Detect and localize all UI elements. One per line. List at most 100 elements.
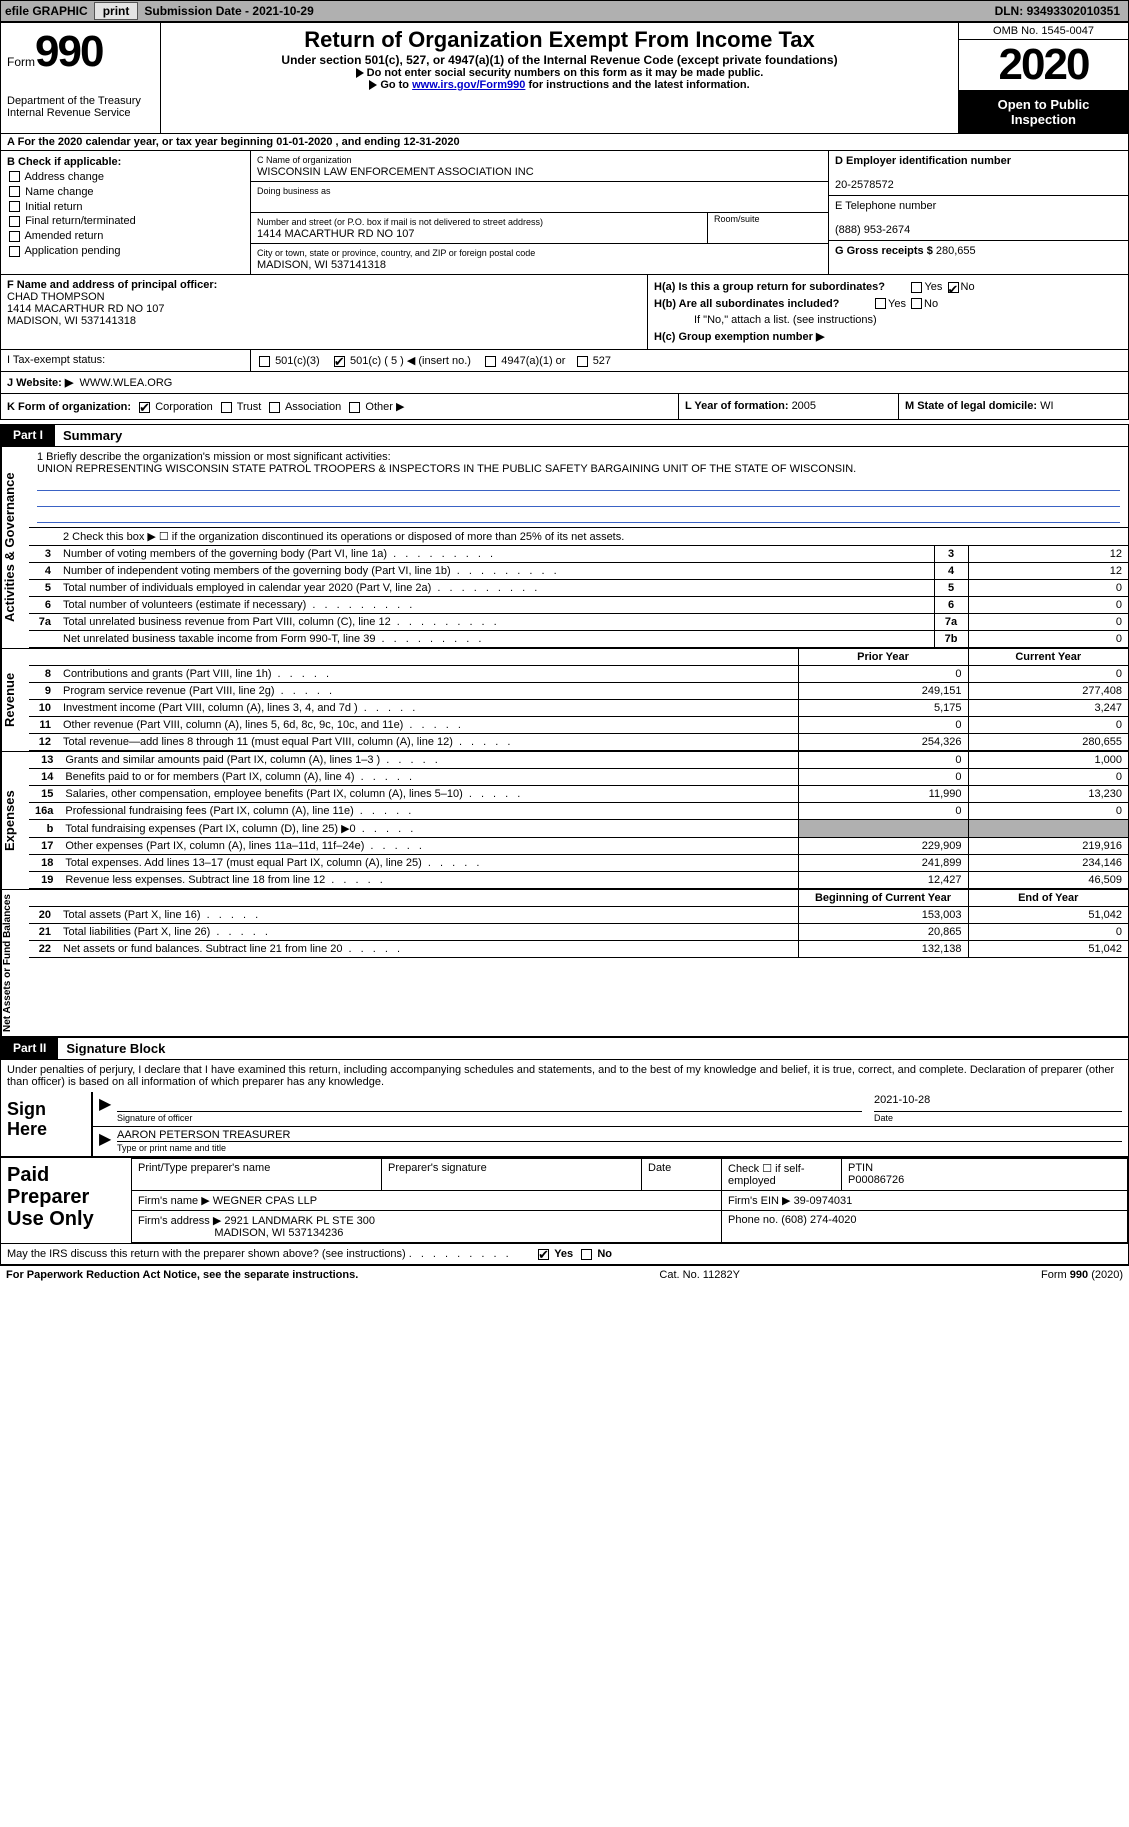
- row-lbl: Total unrelated business revenue from Pa…: [57, 614, 934, 631]
- cb-ha-no[interactable]: [948, 282, 959, 293]
- sig-date-lbl: Date: [874, 1113, 893, 1123]
- row-lbl: Total number of volunteers (estimate if …: [57, 597, 934, 614]
- cb-app-pending[interactable]: [9, 246, 20, 257]
- row-box: 6: [934, 597, 968, 614]
- row-no: 10: [29, 700, 57, 717]
- rule-line: [37, 509, 1120, 523]
- dept-irs: Internal Revenue Service: [7, 107, 154, 119]
- cb-discuss-no[interactable]: [581, 1249, 592, 1260]
- val-curr: 0: [968, 924, 1128, 941]
- firm-phone-lbl: Phone no.: [728, 1214, 781, 1226]
- row-val: 0: [968, 614, 1128, 631]
- arrow-icon: ▶: [93, 1092, 111, 1126]
- opt-501c3: 501(c)(3): [275, 355, 320, 367]
- preparer-table: Print/Type preparer's name Preparer's si…: [131, 1158, 1128, 1243]
- form-header: Form990 Department of the Treasury Inter…: [0, 22, 1129, 134]
- row-val: 0: [968, 580, 1128, 597]
- irs-link[interactable]: www.irs.gov/Form990: [412, 79, 525, 91]
- summary-governance: Activities & Governance 1 Briefly descri…: [0, 447, 1129, 648]
- val-prior: 20,865: [798, 924, 968, 941]
- col-end: End of Year: [968, 890, 1128, 907]
- ptin-lbl: PTIN: [848, 1162, 873, 1174]
- cb-trust[interactable]: [221, 402, 232, 413]
- firm-phone: (608) 274-4020: [781, 1214, 856, 1226]
- cb-corp[interactable]: [139, 402, 150, 413]
- row-lbl: Other revenue (Part VIII, column (A), li…: [57, 717, 798, 734]
- cb-501c3[interactable]: [259, 356, 270, 367]
- cb-discuss-yes[interactable]: [538, 1249, 549, 1260]
- cb-hb-yes[interactable]: [875, 298, 886, 309]
- part2-title: Signature Block: [58, 1038, 173, 1059]
- ptin-val: P00086726: [848, 1174, 904, 1186]
- declaration-text: Under penalties of perjury, I declare th…: [1, 1060, 1128, 1092]
- cb-final-return[interactable]: [9, 216, 20, 227]
- dln-lbl: DLN:: [995, 4, 1027, 18]
- cb-assoc[interactable]: [269, 402, 280, 413]
- cb-hb-no[interactable]: [911, 298, 922, 309]
- row-no: 18: [29, 855, 59, 872]
- row-no: 7a: [29, 614, 57, 631]
- officer-name: CHAD THOMPSON: [7, 291, 105, 303]
- cb-527[interactable]: [577, 356, 588, 367]
- opt-corp: Corporation: [155, 401, 212, 413]
- cb-name-change[interactable]: [9, 186, 20, 197]
- i-lbl: I Tax-exempt status:: [1, 350, 251, 371]
- val-prior: [798, 820, 968, 838]
- val-prior: 0: [798, 803, 968, 820]
- insp2: Inspection: [1011, 112, 1076, 127]
- cb-ha-yes[interactable]: [911, 282, 922, 293]
- form-title: Return of Organization Exempt From Incom…: [167, 27, 952, 53]
- arrow-icon: ▶: [93, 1127, 111, 1156]
- ha-lbl: H(a) Is this a group return for subordin…: [654, 281, 885, 293]
- cb-address-change[interactable]: [9, 171, 20, 182]
- vlabel-expenses: Expenses: [1, 752, 29, 889]
- row-no: [29, 631, 57, 648]
- row-no: 13: [29, 752, 59, 769]
- val-curr: 51,042: [968, 907, 1128, 924]
- ein-val: 20-2578572: [835, 179, 894, 191]
- firm-addr2: MADISON, WI 537134236: [214, 1227, 343, 1239]
- opt-4947: 4947(a)(1) or: [501, 355, 565, 367]
- discuss-text: May the IRS discuss this return with the…: [7, 1248, 406, 1260]
- row-i: I Tax-exempt status: 501(c)(3) 501(c) ( …: [0, 350, 1129, 372]
- page-footer: For Paperwork Reduction Act Notice, see …: [0, 1265, 1129, 1284]
- paid-preparer: Paid Preparer Use Only Print/Type prepar…: [0, 1157, 1129, 1244]
- cb-initial-return[interactable]: [9, 201, 20, 212]
- val-curr: 0: [968, 717, 1128, 734]
- subdate-val: 2021-10-29: [252, 4, 313, 18]
- val-prior: 5,175: [798, 700, 968, 717]
- opt-name: Name change: [25, 186, 94, 198]
- firm-addr-lbl: Firm's address ▶: [138, 1215, 224, 1227]
- org-address: 1414 MACARTHUR RD NO 107: [257, 228, 415, 240]
- goto-post: for instructions and the latest informat…: [525, 79, 749, 91]
- paid-preparer-lbl: Paid Preparer Use Only: [1, 1158, 131, 1243]
- b-header: B Check if applicable:: [7, 156, 121, 168]
- print-button[interactable]: print: [94, 2, 139, 20]
- omb-number: OMB No. 1545-0047: [959, 23, 1128, 40]
- val-prior: 0: [798, 769, 968, 786]
- firm-ein-lbl: Firm's EIN ▶: [728, 1195, 794, 1207]
- row-lbl: Program service revenue (Part VIII, line…: [57, 683, 798, 700]
- val-curr: 13,230: [968, 786, 1128, 803]
- dept-treasury: Department of the Treasury: [7, 95, 154, 107]
- opt-address: Address change: [24, 171, 104, 183]
- hb-note: If "No," attach a list. (see instruction…: [654, 312, 1122, 329]
- opt-trust: Trust: [237, 401, 262, 413]
- cb-501c[interactable]: [334, 356, 345, 367]
- val-curr: 280,655: [968, 734, 1128, 751]
- cb-amended-return[interactable]: [9, 231, 20, 242]
- row-no: 15: [29, 786, 59, 803]
- cb-other[interactable]: [349, 402, 360, 413]
- part1-tab: Part I: [1, 425, 55, 446]
- k-cell: K Form of organization: Corporation Trus…: [1, 394, 678, 419]
- row-lbl: Investment income (Part VIII, column (A)…: [57, 700, 798, 717]
- val-curr: 0: [968, 666, 1128, 683]
- cb-4947[interactable]: [485, 356, 496, 367]
- insp1: Open to Public: [998, 97, 1090, 112]
- row-val: 12: [968, 563, 1128, 580]
- row-lbl: Number of voting members of the governin…: [57, 546, 934, 563]
- row-lbl: Total number of individuals employed in …: [57, 580, 934, 597]
- name-title-lbl: Type or print name and title: [117, 1143, 226, 1153]
- org-name: WISCONSIN LAW ENFORCEMENT ASSOCIATION IN…: [257, 166, 534, 178]
- vlabel-governance: Activities & Governance: [1, 447, 29, 648]
